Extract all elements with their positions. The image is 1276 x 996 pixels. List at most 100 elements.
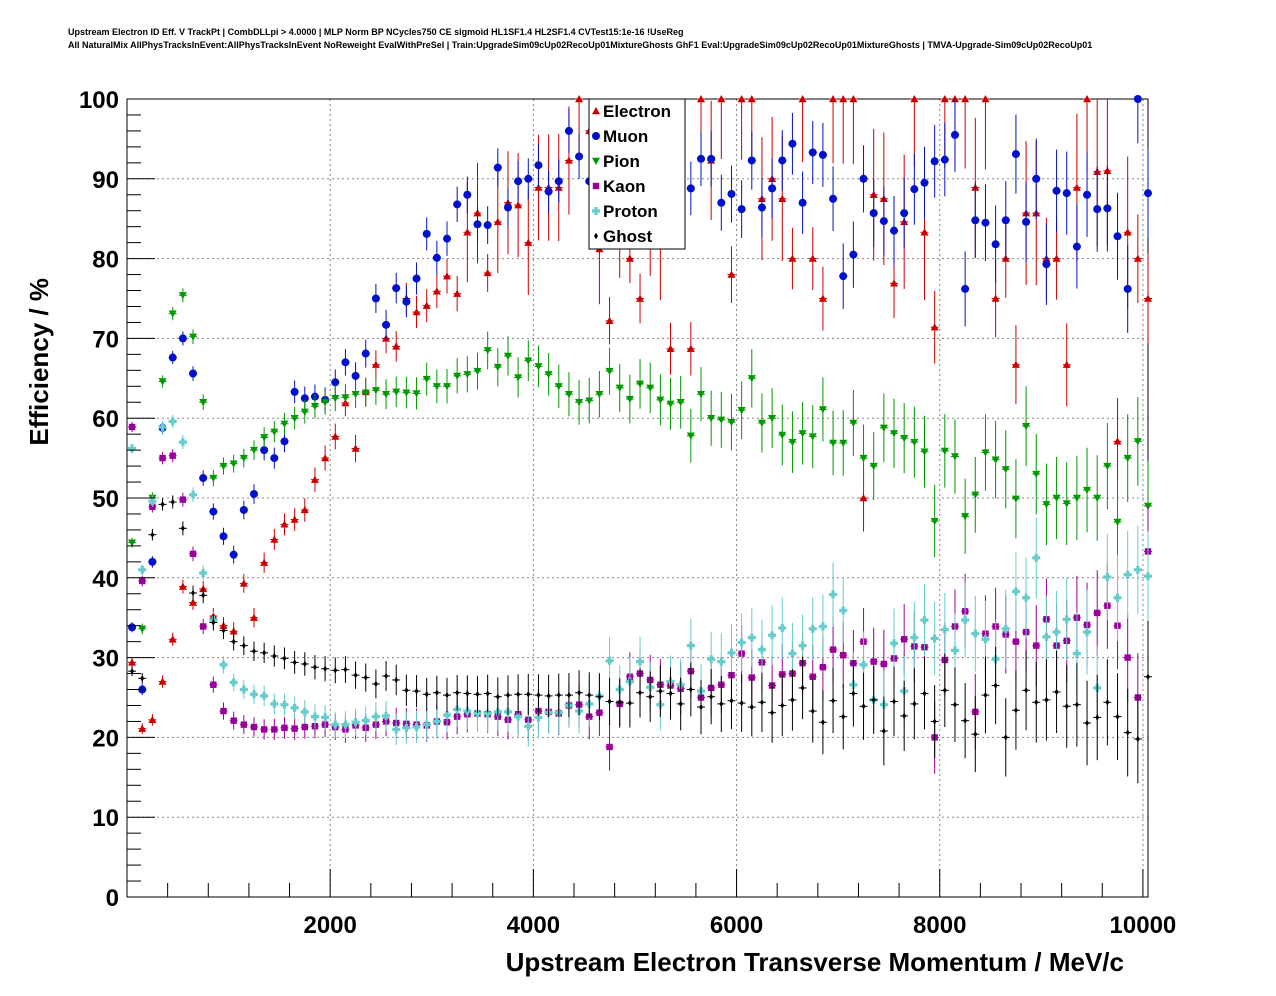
data-point-muon — [280, 437, 289, 446]
data-point-muon — [1133, 95, 1142, 103]
data-point-muon — [747, 156, 756, 165]
data-point-muon — [554, 177, 563, 186]
data-point-pion — [534, 363, 543, 371]
data-point-electron — [849, 95, 858, 103]
data-point-pion — [331, 395, 340, 403]
data-point-ghost — [140, 675, 145, 682]
data-point-proton — [443, 711, 452, 720]
data-point-ghost — [831, 697, 836, 704]
data-point-pion — [991, 456, 1000, 464]
data-point-pion — [270, 428, 279, 436]
data-point-electron — [778, 194, 787, 202]
data-point-electron — [1011, 360, 1020, 368]
data-point-pion — [940, 447, 949, 455]
data-point-muon — [808, 148, 817, 157]
data-point-pion — [1052, 494, 1061, 502]
data-point-kaon — [281, 724, 288, 732]
data-point-ghost — [709, 693, 714, 700]
data-point-muon — [981, 218, 990, 227]
data-point-pion — [707, 415, 716, 423]
data-point-proton — [412, 723, 421, 732]
data-point-proton — [605, 656, 614, 665]
data-point-electron — [890, 279, 899, 287]
data-point-kaon — [220, 707, 227, 715]
data-point-ghost — [536, 691, 541, 699]
data-point-ghost — [272, 652, 277, 660]
data-point-ghost — [810, 707, 815, 715]
data-point-kaon — [819, 663, 827, 671]
data-point-electron — [249, 613, 258, 621]
data-point-proton — [1103, 573, 1112, 582]
data-point-pion — [1062, 500, 1071, 508]
data-point-ghost — [597, 693, 602, 700]
data-point-muon — [199, 474, 208, 483]
legend-label-electron: Electron — [603, 102, 671, 121]
data-point-electron — [260, 558, 269, 566]
data-point-muon — [950, 130, 959, 139]
data-point-electron — [1052, 254, 1061, 262]
data-point-ghost — [658, 687, 663, 695]
data-point-proton — [1123, 570, 1132, 579]
data-point-kaon — [606, 743, 613, 751]
data-point-muon — [249, 490, 258, 499]
data-point-muon — [737, 205, 746, 214]
x-tick-label: 6000 — [710, 912, 763, 939]
data-point-electron — [168, 635, 177, 643]
data-point-pion — [249, 446, 258, 455]
data-point-ghost — [688, 686, 693, 693]
data-point-electron — [940, 95, 949, 103]
data-point-muon — [890, 226, 899, 235]
data-point-muon — [991, 240, 1000, 249]
data-point-proton — [1072, 649, 1081, 658]
data-point-pion — [524, 357, 533, 365]
data-point-proton — [249, 690, 258, 699]
data-point-electron — [158, 677, 167, 685]
data-point-pion — [910, 438, 919, 447]
data-point-proton — [310, 712, 319, 721]
data-point-pion — [382, 391, 391, 399]
data-point-muon — [920, 178, 929, 187]
data-point-proton — [981, 635, 990, 644]
data-point-electron — [991, 294, 1000, 302]
data-point-ghost — [577, 689, 582, 696]
data-point-pion — [788, 438, 797, 447]
data-point-proton — [971, 629, 980, 638]
data-point-ghost — [770, 709, 775, 716]
data-point-kaon — [179, 496, 187, 503]
data-point-proton — [361, 716, 370, 725]
data-point-ghost — [698, 703, 703, 711]
data-point-muon — [189, 369, 198, 378]
data-point-kaon — [260, 726, 268, 733]
data-point-kaon — [240, 721, 248, 728]
series-kaon — [128, 421, 1152, 774]
data-point-pion — [351, 391, 360, 399]
data-point-pion — [849, 419, 858, 427]
data-point-pion — [981, 449, 990, 457]
data-point-muon — [392, 284, 401, 293]
legend-marker-electron — [592, 107, 600, 115]
data-point-electron — [178, 582, 187, 590]
data-point-pion — [575, 399, 584, 407]
data-point-pion — [1001, 466, 1010, 474]
data-point-ghost — [394, 676, 399, 684]
data-point-pion — [371, 387, 380, 395]
data-point-proton — [524, 722, 533, 731]
data-point-pion — [239, 454, 248, 463]
data-point-ghost — [1115, 713, 1120, 720]
data-point-muon — [483, 221, 492, 230]
data-point-muon — [859, 174, 868, 183]
data-point-muon — [717, 198, 726, 207]
data-point-ghost — [566, 691, 571, 699]
data-point-ghost — [323, 665, 328, 672]
data-point-muon — [209, 507, 218, 516]
data-point-proton — [382, 711, 391, 720]
data-point-pion — [625, 395, 634, 404]
data-point-ghost — [292, 659, 297, 666]
data-point-ghost — [881, 727, 886, 735]
data-point-ghost — [648, 693, 653, 700]
data-point-muon — [463, 190, 472, 199]
data-point-muon — [1103, 204, 1112, 213]
data-point-proton — [280, 700, 289, 709]
data-point-proton — [707, 655, 716, 664]
data-point-pion — [199, 399, 208, 407]
